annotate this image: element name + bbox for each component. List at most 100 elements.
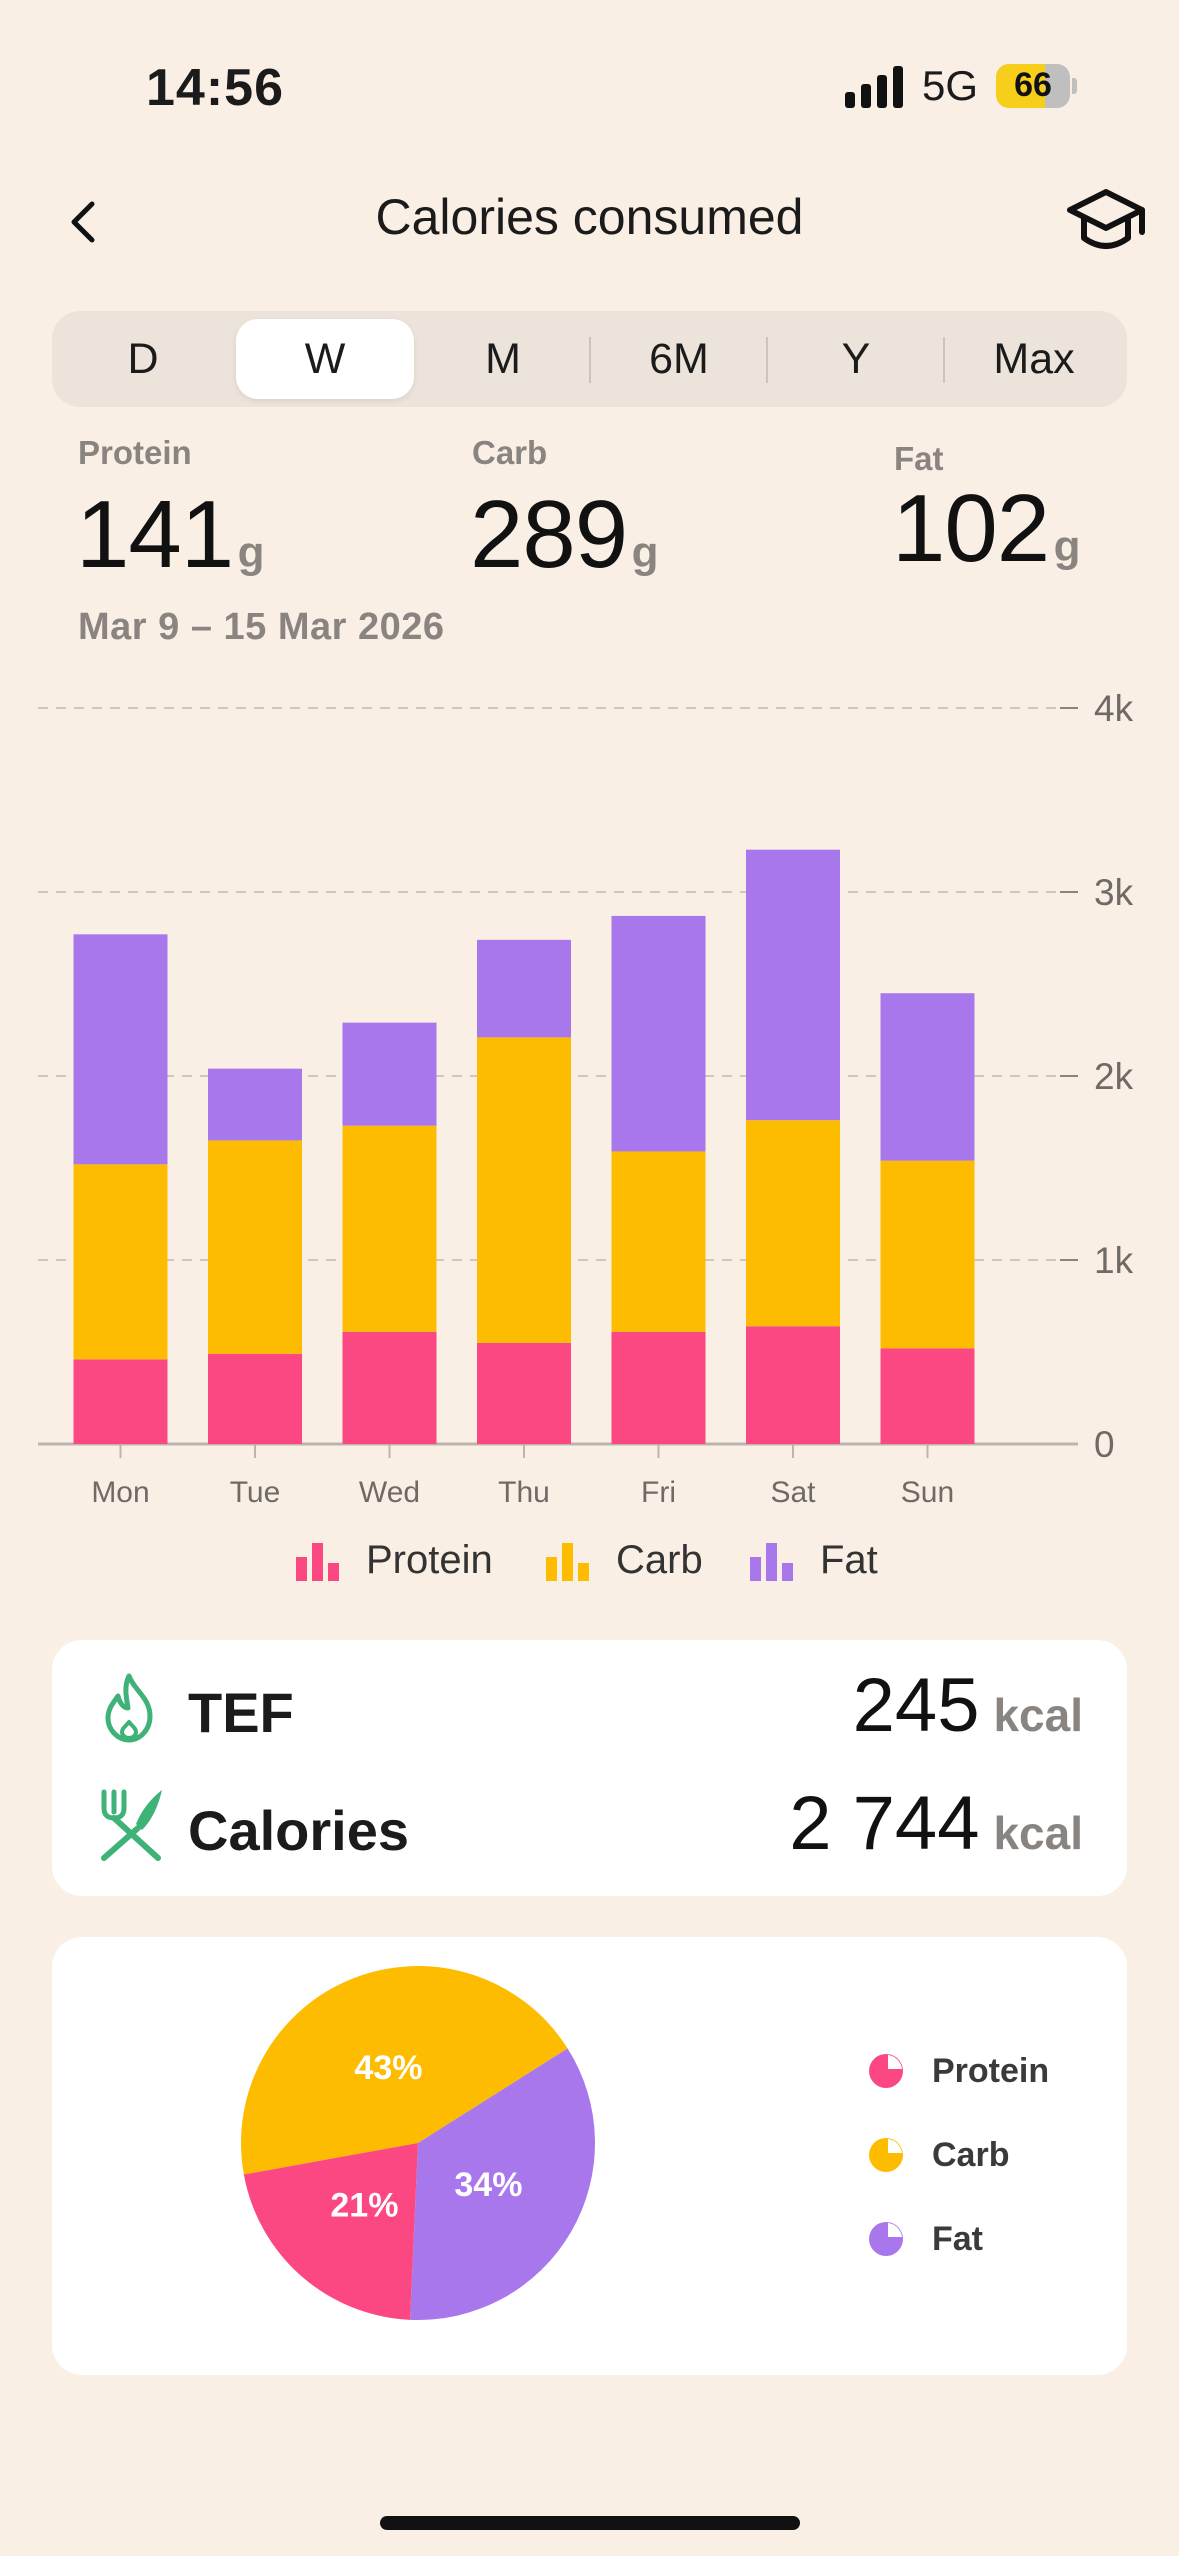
y-tick-label: 1k bbox=[1094, 1240, 1134, 1281]
macro-pie-chart: 43% 34% 21% bbox=[241, 1966, 595, 2320]
page-title: Calories consumed bbox=[375, 189, 804, 245]
tab-month[interactable]: M bbox=[485, 335, 521, 383]
x-tick-label: Fri bbox=[641, 1476, 676, 1509]
tab-year[interactable]: Y bbox=[841, 335, 871, 383]
bar-segment-protein[interactable] bbox=[208, 1353, 302, 1444]
pie-slice-icon bbox=[869, 2138, 903, 2172]
time-range-selector: D W M 6M Y Max bbox=[52, 311, 1127, 407]
pie-slice-protein[interactable] bbox=[243, 2143, 418, 2320]
bar-segment-carb[interactable] bbox=[477, 1037, 571, 1343]
date-range: Mar 9 – 15 Mar 2026 bbox=[78, 606, 445, 648]
bar-segment-protein[interactable] bbox=[73, 1359, 168, 1444]
chart-legend: Protein Carb Fat bbox=[0, 1530, 1179, 1590]
network-type: 5G bbox=[922, 62, 979, 109]
carb-label: Carb bbox=[472, 434, 548, 471]
legend-protein-label: Protein bbox=[366, 1537, 493, 1582]
status-time: 14:56 bbox=[146, 59, 284, 117]
pie-legend-carb: Carb bbox=[866, 2135, 1009, 2175]
pie-legend-protein: Protein bbox=[866, 2051, 1049, 2091]
pie-slice-carb[interactable] bbox=[241, 1966, 568, 2175]
energy-card: TEF 245 kcal Calories 2 744 kcal bbox=[52, 1640, 1127, 1896]
bar-segment-fat[interactable] bbox=[73, 934, 168, 1165]
bar-segment-carb[interactable] bbox=[208, 1140, 302, 1354]
fork-knife-icon bbox=[101, 1789, 162, 1861]
tab-6-months[interactable]: 6M bbox=[649, 335, 709, 383]
pie-slice-icon bbox=[869, 2222, 903, 2256]
x-tick-label: Tue bbox=[230, 1476, 281, 1509]
pie-slice-label: 34% bbox=[454, 2166, 522, 2204]
bar-segment-carb[interactable] bbox=[73, 1164, 168, 1360]
y-tick-label: 0 bbox=[1094, 1424, 1115, 1465]
bar-segment-protein[interactable] bbox=[477, 1342, 571, 1444]
pie-legend-protein-label: Protein bbox=[932, 2051, 1050, 2090]
x-tick-label: Sun bbox=[901, 1476, 954, 1509]
x-tick-label: Mon bbox=[91, 1476, 149, 1509]
bar-segment-protein[interactable] bbox=[611, 1331, 706, 1444]
protein-value: 141 bbox=[76, 481, 234, 588]
pie-slice-icon bbox=[869, 2054, 903, 2088]
bar-segment-fat[interactable] bbox=[477, 939, 571, 1038]
fat-unit: g bbox=[1053, 522, 1081, 571]
bar-segment-carb[interactable] bbox=[342, 1125, 437, 1332]
legend-fat: Fat bbox=[748, 1530, 878, 1590]
stacked-bar-chart: 0 1k 2k 3k 4k Mon Tue Wed Thu Fri Sat Sun bbox=[38, 688, 1134, 1509]
bar-segment-protein[interactable] bbox=[342, 1331, 437, 1444]
bar-segment-fat[interactable] bbox=[746, 849, 840, 1121]
flame-icon bbox=[105, 1673, 153, 1743]
x-tick-label: Wed bbox=[359, 1476, 420, 1509]
fat-total: 102 g bbox=[892, 474, 1081, 584]
carb-unit: g bbox=[631, 528, 659, 577]
y-tick-label: 3k bbox=[1094, 872, 1134, 913]
protein-label: Protein bbox=[78, 434, 192, 471]
x-tick-label: Thu bbox=[498, 1476, 550, 1509]
legend-protein: Protein bbox=[294, 1530, 493, 1590]
carb-total: 289 g bbox=[470, 480, 659, 590]
tef-value: 245 bbox=[852, 1663, 980, 1748]
home-indicator[interactable] bbox=[380, 2516, 800, 2530]
pie-legend-carb-label: Carb bbox=[932, 2135, 1010, 2174]
pie-slice-label: 43% bbox=[354, 2049, 422, 2087]
battery-icon: 66 bbox=[996, 64, 1077, 108]
y-tick-label: 2k bbox=[1094, 1056, 1134, 1097]
protein-total: 141 g bbox=[76, 480, 265, 590]
y-tick-label: 4k bbox=[1094, 688, 1134, 729]
bar-segment-fat[interactable] bbox=[342, 1022, 437, 1126]
pie-slice-label: 21% bbox=[330, 2186, 398, 2224]
macro-distribution-card: 43% 34% 21% Protein Carb Fat bbox=[52, 1937, 1127, 2375]
bar-segment-fat[interactable] bbox=[880, 993, 975, 1161]
bar-segment-carb[interactable] bbox=[611, 1151, 706, 1332]
chevron-left-icon[interactable] bbox=[56, 192, 116, 252]
x-tick-label: Sat bbox=[770, 1476, 816, 1509]
tef-unit: kcal bbox=[993, 1689, 1083, 1741]
legend-fat-label: Fat bbox=[820, 1537, 878, 1582]
bar-segment-fat[interactable] bbox=[611, 915, 706, 1152]
pie-slice-fat[interactable] bbox=[410, 2048, 595, 2320]
calories-value: 2 744 bbox=[789, 1781, 980, 1866]
carb-value: 289 bbox=[470, 481, 628, 588]
calories-label: Calories bbox=[188, 1799, 409, 1862]
pie-legend-fat-label: Fat bbox=[932, 2219, 983, 2258]
bar-segment-carb[interactable] bbox=[746, 1120, 840, 1327]
fat-label: Fat bbox=[894, 440, 944, 477]
tab-max[interactable]: Max bbox=[993, 335, 1075, 383]
calories-unit: kcal bbox=[993, 1807, 1083, 1859]
tef-total: 245 kcal bbox=[853, 1662, 1083, 1749]
tef-label: TEF bbox=[188, 1681, 294, 1744]
bar-segment-protein[interactable] bbox=[746, 1326, 840, 1444]
battery-percent: 66 bbox=[1014, 66, 1052, 104]
graduation-cap-icon[interactable] bbox=[1064, 180, 1148, 264]
bar-segment-carb[interactable] bbox=[880, 1160, 975, 1349]
bar-chart-icon bbox=[296, 1543, 339, 1581]
bar-chart-icon bbox=[546, 1543, 589, 1581]
legend-carb: Carb bbox=[544, 1530, 703, 1590]
pie-legend-fat: Fat bbox=[866, 2219, 983, 2259]
bar-segment-fat[interactable] bbox=[208, 1068, 302, 1141]
tab-day[interactable]: D bbox=[127, 335, 159, 383]
bar-chart-icon bbox=[750, 1543, 793, 1581]
calories-total: 2 744 kcal bbox=[789, 1780, 1083, 1867]
tab-week[interactable]: W bbox=[236, 319, 414, 399]
cellular-signal-icon bbox=[845, 66, 903, 108]
bar-segment-protein[interactable] bbox=[880, 1348, 975, 1444]
protein-unit: g bbox=[237, 528, 265, 577]
fat-value: 102 bbox=[892, 475, 1050, 582]
